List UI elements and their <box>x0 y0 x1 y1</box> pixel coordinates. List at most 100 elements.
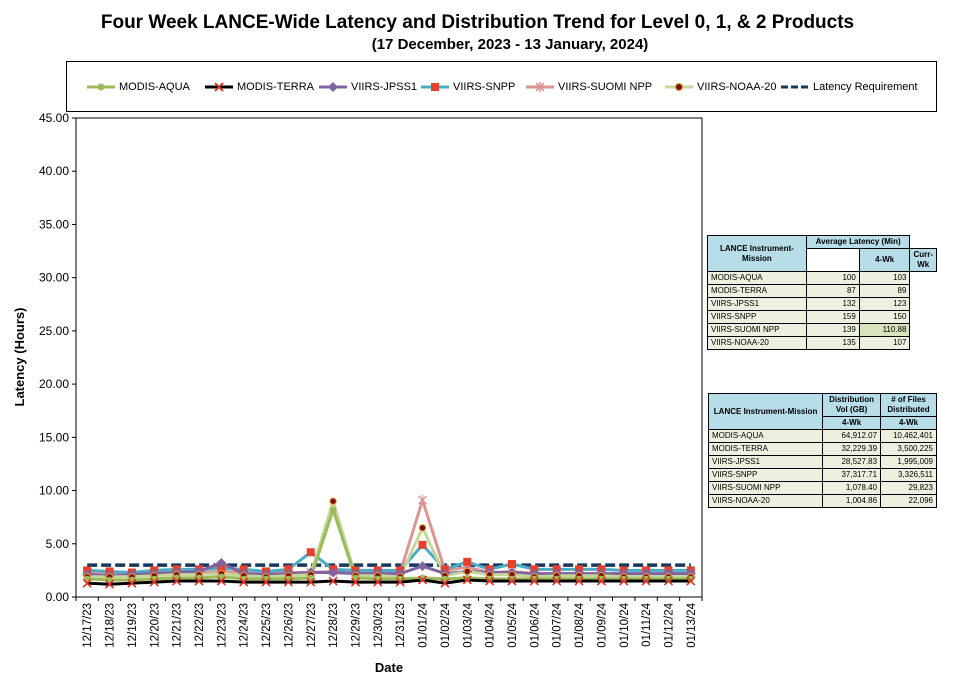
table-cell: 64,912.07 <box>822 429 882 443</box>
x-tick-label: 01/07/24 <box>552 602 564 647</box>
legend-marker-latency-requirement <box>781 85 809 89</box>
series-point-viirs-noaa-20 <box>329 497 337 505</box>
x-tick-label: 01/06/24 <box>529 602 541 647</box>
table-cell: 123 <box>858 297 911 311</box>
table-cell: 132 <box>805 297 860 311</box>
table-cell: MODIS-TERRA <box>707 442 824 456</box>
table-row: VIIRS-SUOMI NPP 139 110.88 <box>707 323 937 337</box>
series-point-modis-terra <box>485 576 495 586</box>
table-row: MODIS-TERRA 87 89 <box>707 284 937 298</box>
series-point-modis-terra <box>552 576 562 586</box>
table-cell: 32,229.39 <box>822 442 882 456</box>
table-cell: 1,004.86 <box>822 494 882 508</box>
legend-marker-viirs-suomi-npp <box>526 82 554 92</box>
table-cell: 110.88 <box>858 323 911 337</box>
series-point-modis-terra <box>507 576 517 586</box>
chart-subtitle: (17 December, 2023 - 13 January, 2024) <box>371 36 649 53</box>
series-point-modis-terra <box>261 577 271 587</box>
legend-label-viirs-noaa-20: VIIRS-NOAA-20 <box>697 81 777 93</box>
distribution-table: LANCE Instrument-Mission Distribution Vo… <box>707 393 937 508</box>
table-cell: 87 <box>805 284 860 298</box>
series-point-modis-terra <box>239 577 249 587</box>
table-cell: 150 <box>858 310 911 324</box>
x-tick-label: 12/27/23 <box>306 603 318 648</box>
legend-label-modis-terra: MODIS-TERRA <box>237 81 314 93</box>
x-tick-label: 12/19/23 <box>127 603 139 648</box>
series-point-modis-terra <box>596 576 606 586</box>
series-line-modis-terra <box>87 578 691 586</box>
series-point-viirs-noaa-20 <box>418 524 427 532</box>
distribution-header-vol: Distribution Vol (GB) <box>822 393 882 417</box>
series-line-viirs-jpss1 <box>87 561 691 578</box>
table-cell: VIIRS-JPSS1 <box>707 455 824 469</box>
y-tick-label: 20.00 <box>39 377 69 391</box>
table-row: MODIS-AQUA 100 103 <box>707 271 937 285</box>
table-cell: VIIRS-SUOMI NPP <box>707 481 824 495</box>
table-row: VIIRS-SNPP 159 150 <box>707 310 937 324</box>
x-tick-label: 01/12/24 <box>663 602 675 647</box>
x-tick-label: 12/22/23 <box>194 603 206 648</box>
table-cell: VIIRS-NOAA-20 <box>707 494 824 508</box>
series-point-modis-terra <box>149 577 159 587</box>
x-tick-label: 01/03/24 <box>462 602 474 647</box>
legend-marker-viirs-jpss1 <box>319 82 347 92</box>
legend: MODIS-AQUA MODIS-TERRA VIIRS-JPSS1 VIIRS… <box>66 61 937 112</box>
y-tick-label: 30.00 <box>39 271 69 285</box>
table-cell: 37,317.71 <box>822 468 882 482</box>
x-tick-label: 12/25/23 <box>261 603 273 648</box>
table-cell: VIIRS-JPSS1 <box>707 297 807 311</box>
series-point-viirs-snpp <box>306 548 315 557</box>
table-row: MODIS-AQUA 64,912.07 10,462,401 <box>707 429 937 443</box>
x-tick-label: 01/05/24 <box>507 602 519 647</box>
plot-area <box>75 117 703 598</box>
x-tick-label: 01/04/24 <box>485 602 497 647</box>
y-tick-label: 35.00 <box>39 217 69 231</box>
x-tick-label: 01/08/24 <box>574 602 586 647</box>
series-point-modis-terra <box>283 577 293 587</box>
x-tick-label: 12/17/23 <box>82 603 94 648</box>
latency-col-4wk: 4-Wk <box>858 248 911 272</box>
distribution-col-files: 4-Wk <box>880 416 937 430</box>
x-tick-label: 12/28/23 <box>328 603 340 648</box>
table-cell: 22,096 <box>880 494 937 508</box>
series-point-modis-terra <box>82 578 92 588</box>
x-tick-label: 01/02/24 <box>440 602 452 647</box>
series-line-viirs-noaa-20 <box>87 499 691 579</box>
x-tick-label: 01/01/24 <box>418 602 430 647</box>
series-point-modis-terra <box>373 577 383 587</box>
series-point-modis-terra <box>306 577 316 587</box>
legend-label-viirs-suomi-npp: VIIRS-SUOMI NPP <box>558 81 653 93</box>
series-point-modis-terra <box>395 577 405 587</box>
series-point-viirs-jpss1 <box>216 557 227 568</box>
table-cell: 1,995,009 <box>880 455 937 469</box>
series-point-modis-terra <box>663 576 674 586</box>
series-point-modis-terra <box>127 578 137 588</box>
series-point-viirs-suomi-npp <box>418 495 428 506</box>
y-tick-label: 10.00 <box>39 484 69 498</box>
table-row: MODIS-TERRA 32,229.39 3,500,225 <box>707 442 937 456</box>
series-point-modis-terra <box>417 575 428 585</box>
y-tick-label: 45.00 <box>39 111 69 125</box>
x-tick-label: 01/13/24 <box>686 602 698 647</box>
series-point-modis-terra <box>216 576 226 586</box>
x-tick-label: 12/24/23 <box>239 603 251 648</box>
series-point-viirs-snpp <box>217 564 226 573</box>
latency-header-avg: Average Latency (Min) <box>805 235 911 249</box>
series-point-viirs-jpss1 <box>328 567 339 578</box>
table-cell: VIIRS-NOAA-20 <box>707 336 807 350</box>
table-row: VIIRS-SNPP 37,317.71 3,326,511 <box>707 468 937 482</box>
x-tick-label: 12/20/23 <box>149 603 161 648</box>
x-tick-label: 01/11/24 <box>641 602 653 647</box>
y-tick-label: 0.00 <box>46 590 70 604</box>
x-tick-label: 12/30/23 <box>373 603 385 648</box>
distribution-header-mission: LANCE Instrument-Mission <box>707 393 824 430</box>
legend-label-viirs-snpp: VIIRS-SNPP <box>453 81 516 93</box>
x-tick-label: 12/23/23 <box>216 603 228 648</box>
series-point-modis-terra <box>328 576 338 586</box>
table-cell: 139 <box>805 323 860 337</box>
series-point-modis-terra <box>172 576 182 586</box>
legend-marker-viirs-snpp <box>421 83 449 91</box>
series-point-viirs-snpp <box>507 560 516 569</box>
table-row: VIIRS-SUOMI NPP 1,078.40 29,823 <box>707 481 937 495</box>
table-cell: 103 <box>858 271 911 285</box>
